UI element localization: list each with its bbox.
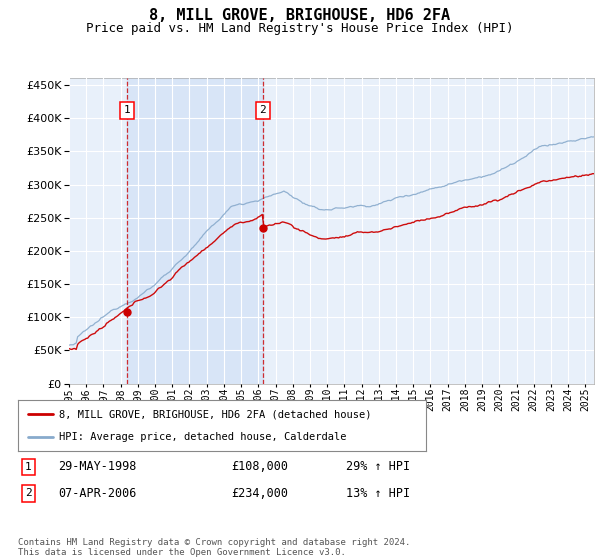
Text: 13% ↑ HPI: 13% ↑ HPI: [346, 487, 410, 500]
Text: 8, MILL GROVE, BRIGHOUSE, HD6 2FA: 8, MILL GROVE, BRIGHOUSE, HD6 2FA: [149, 8, 451, 24]
Text: 8, MILL GROVE, BRIGHOUSE, HD6 2FA (detached house): 8, MILL GROVE, BRIGHOUSE, HD6 2FA (detac…: [59, 409, 371, 419]
Text: 2: 2: [260, 105, 266, 115]
Text: 07-APR-2006: 07-APR-2006: [58, 487, 137, 500]
Text: 29% ↑ HPI: 29% ↑ HPI: [346, 460, 410, 473]
Bar: [127, 78, 263, 384]
Text: £108,000: £108,000: [231, 460, 288, 473]
Text: Contains HM Land Registry data © Crown copyright and database right 2024.
This d: Contains HM Land Registry data © Crown c…: [18, 538, 410, 557]
Text: 29-MAY-1998: 29-MAY-1998: [58, 460, 137, 473]
Text: £234,000: £234,000: [231, 487, 288, 500]
Text: HPI: Average price, detached house, Calderdale: HPI: Average price, detached house, Cald…: [59, 432, 346, 442]
Text: 1: 1: [25, 462, 32, 472]
Text: 1: 1: [124, 105, 131, 115]
Text: Price paid vs. HM Land Registry's House Price Index (HPI): Price paid vs. HM Land Registry's House …: [86, 22, 514, 35]
Text: 2: 2: [25, 488, 32, 498]
